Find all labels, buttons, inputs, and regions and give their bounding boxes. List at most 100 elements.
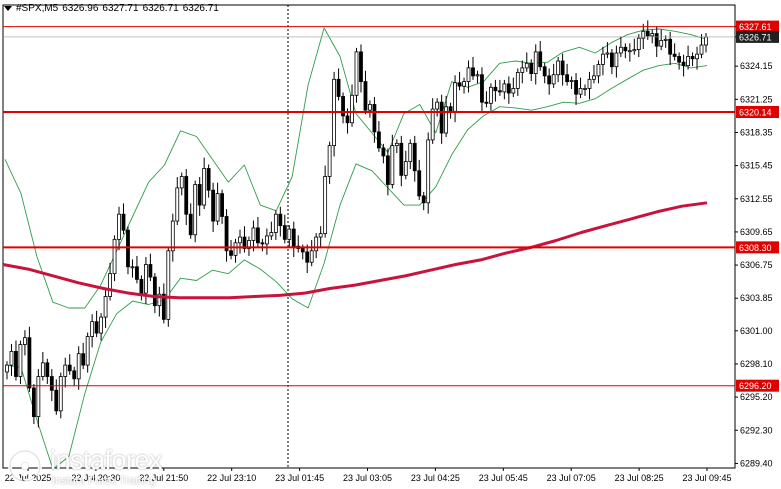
candle-body [256, 227, 260, 244]
candle-body [627, 50, 632, 53]
candle-body [323, 176, 328, 235]
candle-body [81, 353, 86, 366]
candle-body [659, 40, 664, 47]
candle-body [264, 235, 269, 245]
price-level-tag [736, 20, 779, 33]
candle-body [359, 51, 363, 82]
candle-body [130, 266, 135, 269]
candle-body [76, 353, 81, 380]
candle-body [300, 248, 305, 253]
candle-body [368, 104, 372, 111]
candle-body [242, 236, 247, 249]
candle-body [412, 142, 417, 172]
candle-body [67, 364, 72, 372]
candle-body [462, 81, 466, 87]
candle-body [363, 81, 368, 111]
candle-body [502, 83, 507, 93]
candle-body [587, 78, 592, 89]
candle-body [551, 74, 556, 85]
candle-body [206, 168, 211, 191]
candle-body [117, 213, 121, 240]
candle-body [672, 53, 677, 57]
y-tick-label: 6306.75 [740, 260, 773, 270]
current-price-tag-label: 6326.71 [739, 32, 772, 42]
candle-body [188, 213, 193, 236]
candle-body [58, 376, 63, 412]
candle-body [273, 213, 278, 233]
candle-body [372, 104, 377, 133]
candle-body [63, 364, 68, 377]
candle-body [605, 52, 610, 55]
x-tick-label: 23 Jul 05:45 [479, 473, 528, 483]
logo-tagline: Instant Forex Trading [52, 475, 156, 487]
candle-body [574, 80, 578, 95]
y-tick-label: 6295.20 [740, 392, 773, 402]
bollinger-upper-line [4, 27, 708, 309]
candle-body [135, 266, 139, 280]
candle-body [318, 233, 323, 238]
candle-body [287, 228, 292, 240]
y-tick-label: 6315.45 [740, 161, 773, 171]
candle-body [403, 161, 408, 176]
y-tick-label: 6289.40 [740, 458, 773, 468]
candle-body [547, 75, 552, 85]
candle-body [484, 101, 489, 104]
candle-body [542, 66, 547, 77]
candle-body [681, 61, 686, 66]
bollinger-lower-line [4, 62, 708, 470]
candle-body [72, 370, 77, 380]
candle-body [278, 213, 283, 227]
y-tick-label: 6312.55 [740, 194, 773, 204]
candle-body [690, 56, 695, 60]
candle-body [533, 51, 538, 74]
candle-body [565, 74, 569, 82]
candle-body [623, 46, 628, 52]
candle-body [179, 176, 184, 189]
candle-body [166, 250, 171, 320]
candle-body [480, 74, 484, 103]
price-level-tag [736, 106, 779, 119]
candle-body [139, 278, 144, 294]
candle-body [40, 362, 45, 377]
candle-body [632, 49, 637, 52]
candle-body [112, 238, 117, 275]
candle-body [229, 250, 233, 256]
candle-body [385, 155, 390, 185]
candle-body [583, 88, 587, 90]
candle-body [663, 38, 668, 41]
candle-body [538, 51, 543, 68]
x-tick-label: 23 Jul 01:45 [275, 473, 324, 483]
candle-body [31, 387, 36, 417]
candle-body [27, 337, 32, 389]
price-level-tag-label: 6320.14 [739, 108, 772, 118]
candle-body [215, 193, 220, 222]
candle-body [85, 336, 90, 366]
candle-body [426, 139, 431, 204]
dropdown-arrow-icon[interactable] [4, 5, 12, 11]
candle-body [108, 273, 112, 297]
candle-body [520, 67, 525, 73]
candle-body [197, 184, 202, 206]
candle-body [475, 74, 480, 77]
open-value: 6326.96 [62, 3, 99, 14]
y-tick-label: 6324.15 [740, 61, 773, 71]
x-tick-label: 22 Jul 21:50 [139, 473, 188, 483]
candle-body [161, 293, 166, 320]
close-value: 6326.71 [182, 3, 219, 14]
price-level-tag-label: 6296.20 [739, 381, 772, 391]
price-level-tag-label: 6327.61 [739, 22, 772, 32]
candle-body [341, 96, 345, 117]
candle-body [569, 80, 574, 82]
candle-body [45, 362, 50, 377]
candle-body [345, 115, 350, 124]
candle-body [336, 78, 341, 97]
instaforex-logo: instaforex Instant Forex Trading [6, 445, 196, 489]
logo-mark-icon [8, 449, 42, 483]
candle-body [291, 228, 296, 247]
x-tick-label: 23 Jul 03:05 [343, 473, 392, 483]
candle-body [457, 82, 462, 87]
moving-average-line [2, 201, 708, 300]
candle-body [49, 376, 54, 391]
candle-body [444, 106, 449, 134]
